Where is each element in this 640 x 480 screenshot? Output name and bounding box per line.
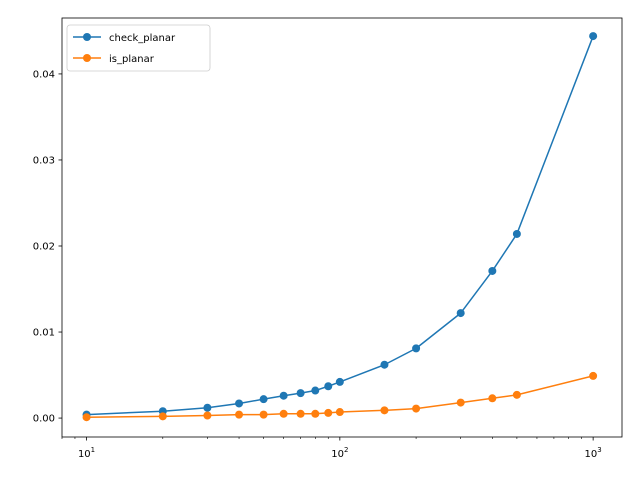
- data-point-check_planar: [380, 360, 389, 369]
- data-point-check_planar: [488, 266, 497, 275]
- legend: check_planar is_planar: [66, 24, 211, 72]
- data-point-check_planar: [512, 229, 521, 238]
- data-point-check_planar: [203, 403, 212, 412]
- data-point-check_planar: [412, 344, 421, 353]
- data-point-is_planar: [235, 410, 244, 419]
- legend-box: [66, 24, 211, 72]
- data-point-check_planar: [235, 399, 244, 408]
- data-point-is_planar: [512, 390, 521, 399]
- data-point-is_planar: [203, 411, 212, 420]
- data-point-is_planar: [488, 394, 497, 403]
- axes: 0.00 0.01 0.02 0.03 0.04 101 102 103: [33, 17, 623, 460]
- data-point-is_planar: [456, 398, 465, 407]
- data-point-is_planar: [82, 413, 91, 422]
- data-point-is_planar: [259, 410, 268, 419]
- data-point-is_planar: [335, 408, 344, 417]
- data-point-is_planar: [324, 408, 333, 417]
- y-tick-label: 0.02: [33, 241, 55, 252]
- data-point-is_planar: [158, 412, 167, 421]
- data-point-is_planar: [311, 409, 320, 418]
- y-tick-label: 0.01: [33, 328, 55, 339]
- data-point-check_planar: [279, 391, 288, 400]
- data-point-check_planar: [296, 389, 305, 398]
- legend-swatch-marker: [83, 54, 91, 62]
- data-point-check_planar: [259, 395, 268, 404]
- legend-label: is_planar: [109, 54, 155, 65]
- legend-swatch-marker: [83, 33, 91, 41]
- data-point-is_planar: [412, 404, 421, 413]
- data-point-is_planar: [589, 371, 598, 380]
- plot-area: [82, 32, 598, 422]
- x-tick-label: 102: [331, 446, 348, 460]
- y-tick-label: 0.00: [33, 414, 55, 425]
- data-point-check_planar: [335, 377, 344, 386]
- legend-label: check_planar: [109, 33, 176, 44]
- y-tick-label: 0.03: [33, 155, 55, 166]
- axes-frame: [61, 17, 623, 438]
- data-point-check_planar: [324, 382, 333, 391]
- x-tick-label: 103: [585, 446, 602, 460]
- data-point-check_planar: [311, 386, 320, 395]
- data-point-check_planar: [456, 309, 465, 318]
- series-line-check_planar: [86, 35, 594, 416]
- data-point-is_planar: [296, 409, 305, 418]
- data-point-check_planar: [589, 32, 598, 41]
- series-line-is_planar: [86, 375, 594, 418]
- x-tick-label: 101: [78, 446, 95, 460]
- data-point-is_planar: [380, 406, 389, 415]
- y-tick-label: 0.04: [33, 69, 55, 80]
- data-point-is_planar: [279, 409, 288, 418]
